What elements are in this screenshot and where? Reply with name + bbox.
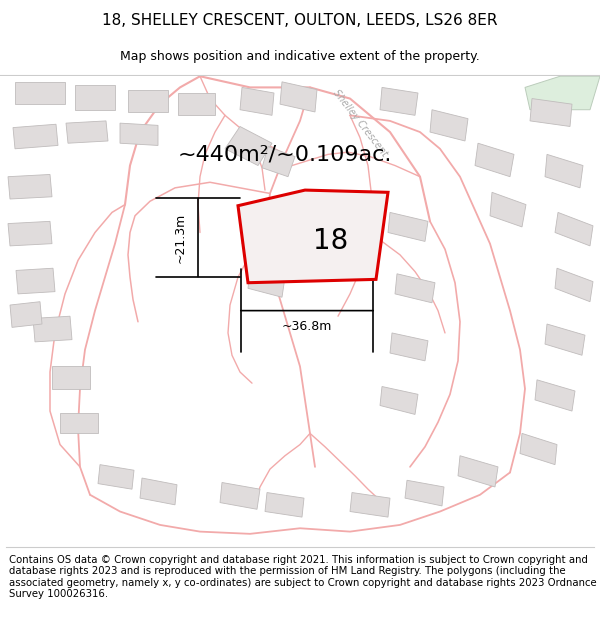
Polygon shape [545,154,583,188]
Polygon shape [405,480,444,506]
Polygon shape [535,380,575,411]
Polygon shape [388,213,428,241]
Polygon shape [555,213,593,246]
Polygon shape [98,464,134,489]
Polygon shape [242,224,281,253]
Polygon shape [555,268,593,302]
Polygon shape [52,366,90,389]
Text: Contains OS data © Crown copyright and database right 2021. This information is : Contains OS data © Crown copyright and d… [9,554,596,599]
Polygon shape [280,82,317,112]
Polygon shape [458,456,498,487]
Polygon shape [16,268,55,294]
Polygon shape [380,88,418,115]
Text: Map shows position and indicative extent of the property.: Map shows position and indicative extent… [120,50,480,63]
Polygon shape [220,482,260,509]
Text: ~21.3m: ~21.3m [173,213,187,262]
Polygon shape [66,121,108,143]
Polygon shape [120,123,158,146]
Polygon shape [525,76,600,110]
Polygon shape [265,492,304,517]
Polygon shape [380,386,418,414]
Text: 18, SHELLEY CRESCENT, OULTON, LEEDS, LS26 8ER: 18, SHELLEY CRESCENT, OULTON, LEEDS, LS2… [102,13,498,28]
Polygon shape [530,99,572,126]
Polygon shape [238,190,388,282]
Text: Shelley Crescent: Shelley Crescent [331,88,389,159]
Polygon shape [490,192,526,227]
Polygon shape [520,433,557,464]
Polygon shape [350,492,390,517]
Text: ~36.8m: ~36.8m [282,320,332,332]
Text: 18: 18 [313,228,349,255]
Polygon shape [140,478,177,505]
Polygon shape [75,85,115,110]
Polygon shape [325,240,364,268]
Polygon shape [15,82,65,104]
Polygon shape [10,302,42,328]
Polygon shape [60,413,98,433]
Polygon shape [395,274,435,302]
Polygon shape [8,174,52,199]
Polygon shape [8,221,52,246]
Polygon shape [128,89,168,112]
Polygon shape [430,110,468,141]
Polygon shape [178,93,215,115]
Text: ~440m²/~0.109ac.: ~440m²/~0.109ac. [178,144,392,164]
Polygon shape [262,146,295,177]
Polygon shape [13,124,58,149]
Polygon shape [545,324,585,355]
Polygon shape [475,143,514,177]
Polygon shape [240,88,274,115]
Polygon shape [248,268,285,298]
Polygon shape [390,333,428,361]
Polygon shape [33,316,72,342]
Polygon shape [225,126,272,166]
